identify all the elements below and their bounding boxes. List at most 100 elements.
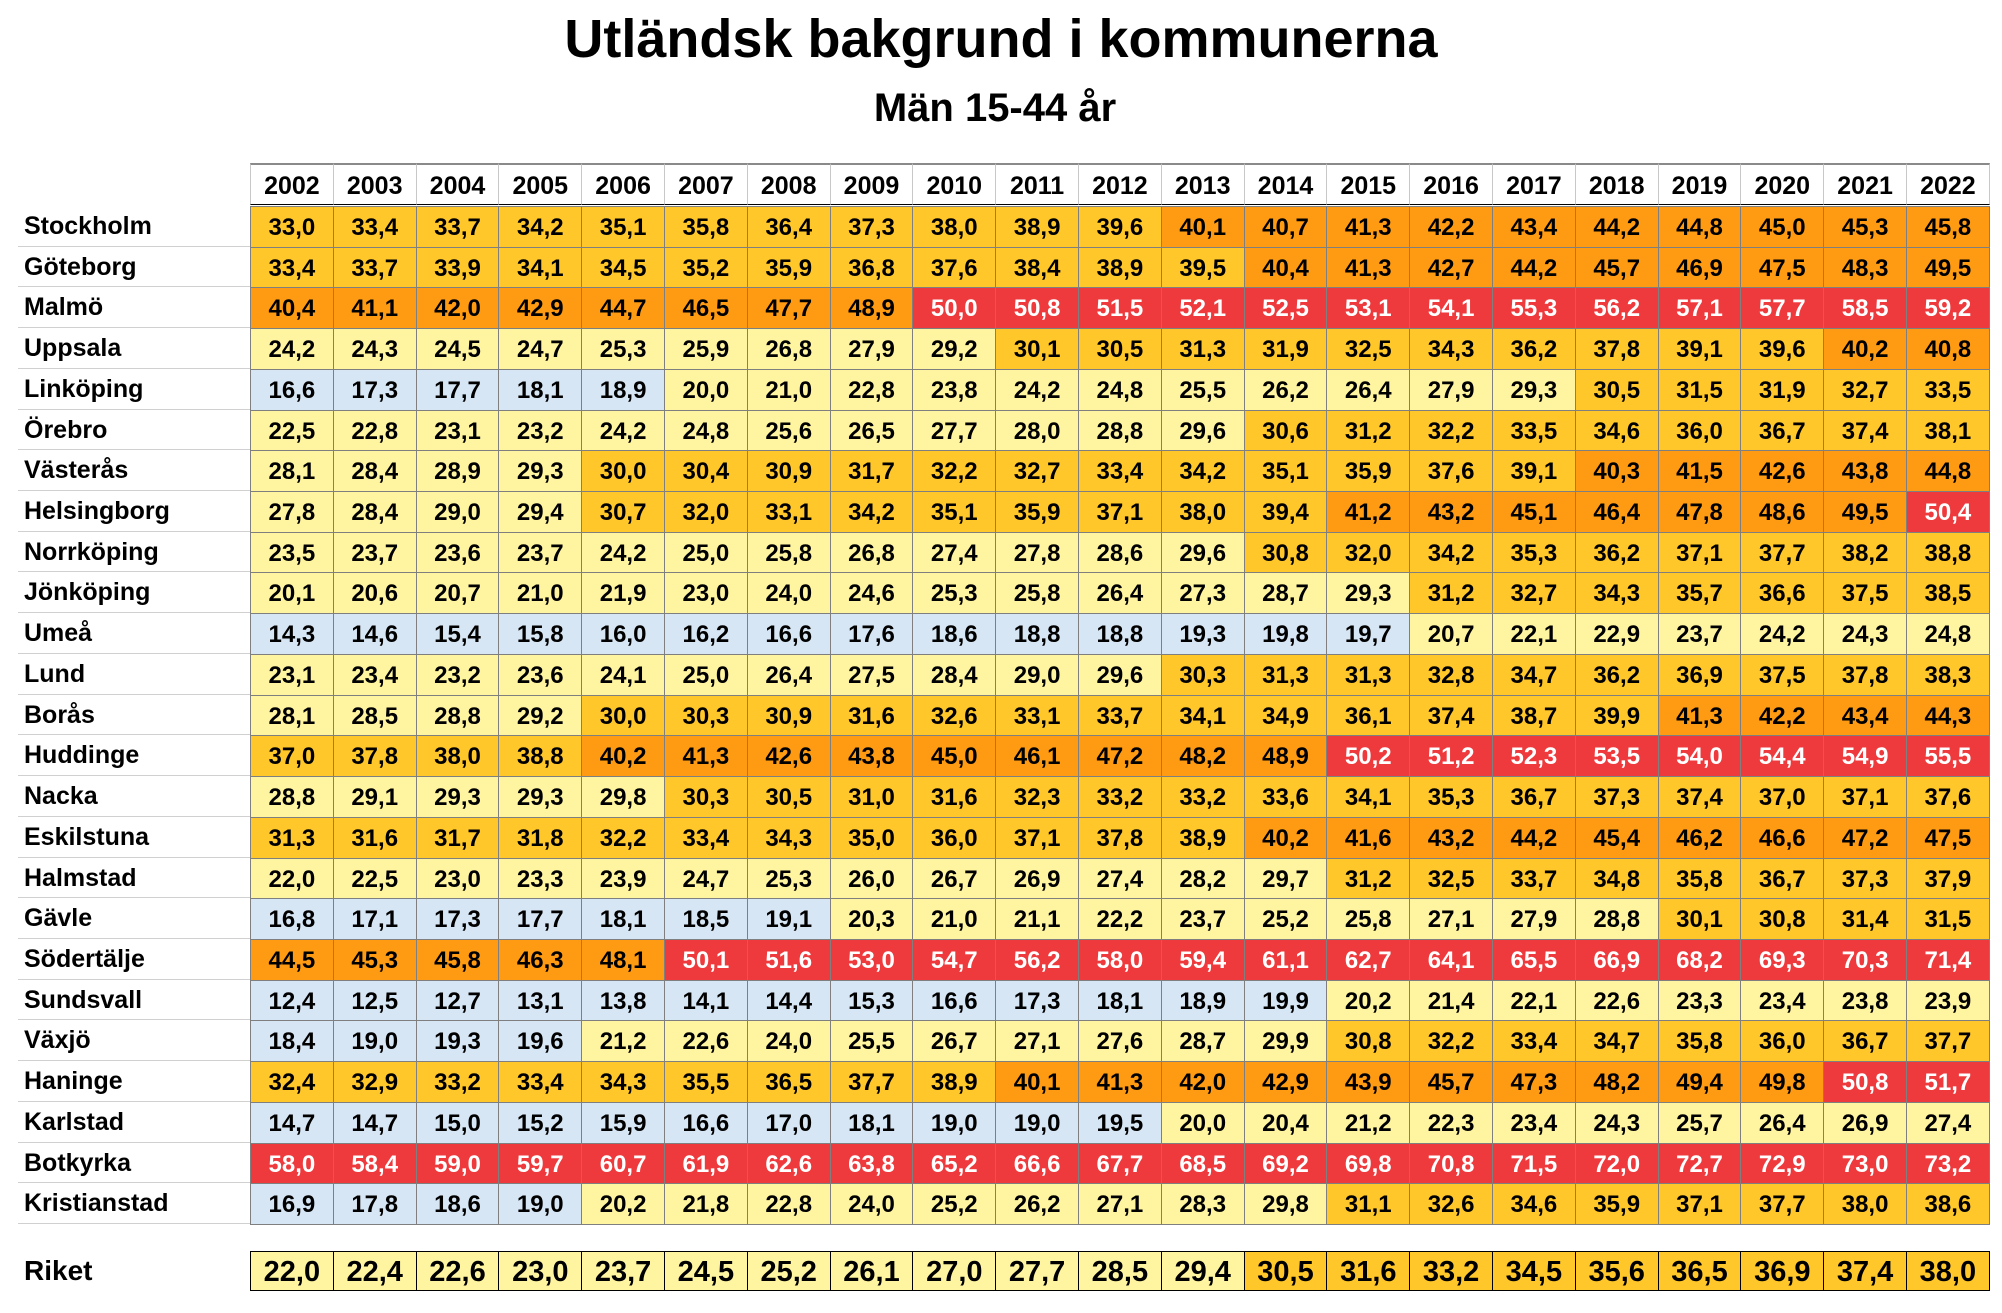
value-cell: 37,5 — [1740, 653, 1825, 696]
value-cell: 32,9 — [332, 1061, 417, 1103]
value-cell: 35,8 — [1657, 857, 1742, 900]
value-cell: 29,2 — [498, 694, 583, 737]
value-cell: 43,8 — [829, 735, 914, 778]
value-cell: 65,2 — [912, 1142, 997, 1185]
total-row-label: Riket — [24, 1255, 93, 1286]
value-cell: 30,0 — [581, 694, 665, 737]
value-cell: 47,3 — [1492, 1061, 1576, 1103]
value-cell: 40,7 — [1243, 206, 1328, 248]
value-cell: 24,7 — [664, 857, 748, 900]
value-cell: 51,5 — [1078, 287, 1162, 330]
value-cell: 31,5 — [1657, 368, 1742, 411]
value-cell: 36,7 — [1740, 409, 1825, 452]
value-cell: 30,1 — [1657, 898, 1742, 940]
value-cell: 34,2 — [1409, 531, 1493, 574]
value-cell: 19,0 — [498, 1183, 583, 1225]
value-cell: 33,4 — [1078, 450, 1162, 493]
value-cell: 33,7 — [1078, 694, 1162, 737]
value-cell: 37,6 — [1409, 450, 1493, 493]
value-cell: 28,2 — [1160, 857, 1245, 900]
value-cell: 46,5 — [664, 287, 748, 330]
value-cell: 24,0 — [746, 1020, 831, 1063]
value-cell: 20,1 — [250, 572, 334, 615]
value-cell: 32,5 — [1409, 857, 1493, 900]
value-cell: 18,5 — [664, 898, 748, 940]
value-cell: 54,4 — [1740, 735, 1825, 778]
value-cell: 37,4 — [1657, 776, 1742, 818]
value-cell: 36,1 — [1326, 694, 1411, 737]
value-cell: 31,4 — [1823, 898, 1907, 940]
value-cell: 35,1 — [581, 206, 665, 248]
value-cell: 24,3 — [1574, 1101, 1659, 1144]
value-cell: 25,0 — [664, 653, 748, 696]
row-label: Botkyrka — [18, 1143, 250, 1184]
value-cell: 58,5 — [1823, 287, 1907, 330]
value-cell: 24,8 — [1906, 613, 1990, 655]
value-cell: 18,6 — [912, 613, 997, 655]
value-cell: 62,6 — [746, 1142, 831, 1185]
value-cell: 36,6 — [1740, 572, 1825, 615]
row-label: Nacka — [18, 776, 250, 817]
value-cell: 25,3 — [581, 328, 665, 370]
value-cell: 55,5 — [1906, 735, 1990, 778]
year-header: 2003 — [332, 163, 417, 205]
row-label: Örebro — [18, 410, 250, 451]
value-cell: 28,7 — [1160, 1020, 1245, 1063]
value-cell: 16,9 — [250, 1183, 334, 1225]
value-cell: 19,5 — [1078, 1101, 1162, 1144]
value-cell: 64,1 — [1409, 938, 1493, 981]
value-cell: 28,4 — [912, 653, 997, 696]
value-cell: 30,4 — [664, 450, 748, 493]
value-cell: 16,6 — [250, 368, 334, 411]
value-cell: 17,3 — [415, 898, 500, 940]
total-value-cell: 24,5 — [664, 1251, 748, 1291]
value-cell: 38,3 — [1906, 653, 1990, 696]
total-value-cell: 23,0 — [498, 1251, 583, 1291]
value-cell: 24,2 — [1740, 613, 1825, 655]
year-header: 2006 — [581, 163, 665, 205]
year-header: 2014 — [1243, 163, 1328, 205]
value-cell: 71,4 — [1906, 938, 1990, 981]
value-cell: 27,3 — [1160, 572, 1245, 615]
value-cell: 46,3 — [498, 938, 583, 981]
value-cell: 30,9 — [746, 694, 831, 737]
value-cell: 24,6 — [829, 572, 914, 615]
value-cell: 41,3 — [1657, 694, 1742, 737]
year-header: 2020 — [1740, 163, 1825, 205]
value-cell: 18,1 — [498, 368, 583, 411]
chart-title: Utländsk bakgrund i kommunerna — [564, 9, 1438, 69]
value-cell: 23,9 — [581, 857, 665, 900]
value-cell: 42,6 — [1740, 450, 1825, 493]
value-cell: 40,2 — [1243, 816, 1328, 859]
value-cell: 36,5 — [746, 1061, 831, 1103]
value-cell: 39,5 — [1160, 246, 1245, 289]
value-cell: 24,3 — [332, 328, 417, 370]
value-cell: 32,5 — [1326, 328, 1411, 370]
value-cell: 33,5 — [1906, 368, 1990, 411]
value-cell: 22,5 — [332, 857, 417, 900]
value-cell: 26,4 — [1078, 572, 1162, 615]
value-cell: 42,0 — [1160, 1061, 1245, 1103]
value-cell: 20,4 — [1243, 1101, 1328, 1144]
value-cell: 22,1 — [1492, 613, 1576, 655]
value-cell: 60,7 — [581, 1142, 665, 1185]
total-value-cell: 30,5 — [1243, 1251, 1328, 1291]
value-cell: 45,1 — [1492, 491, 1576, 533]
value-cell: 28,4 — [332, 450, 417, 493]
year-header: 2016 — [1409, 163, 1493, 205]
value-cell: 22,2 — [1078, 898, 1162, 940]
value-cell: 15,9 — [581, 1101, 665, 1144]
value-cell: 27,4 — [1906, 1101, 1990, 1144]
row-label: Stockholm — [18, 206, 250, 247]
value-cell: 27,1 — [1409, 898, 1493, 940]
row-label: Uppsala — [18, 328, 250, 369]
value-cell: 37,4 — [1823, 409, 1907, 452]
value-cell: 22,9 — [1574, 613, 1659, 655]
value-cell: 16,0 — [581, 613, 665, 655]
value-cell: 61,1 — [1243, 938, 1328, 981]
value-cell: 50,2 — [1326, 735, 1411, 778]
value-cell: 38,5 — [1906, 572, 1990, 615]
value-cell: 43,8 — [1823, 450, 1907, 493]
value-cell: 35,9 — [1574, 1183, 1659, 1225]
value-cell: 38,9 — [912, 1061, 997, 1103]
